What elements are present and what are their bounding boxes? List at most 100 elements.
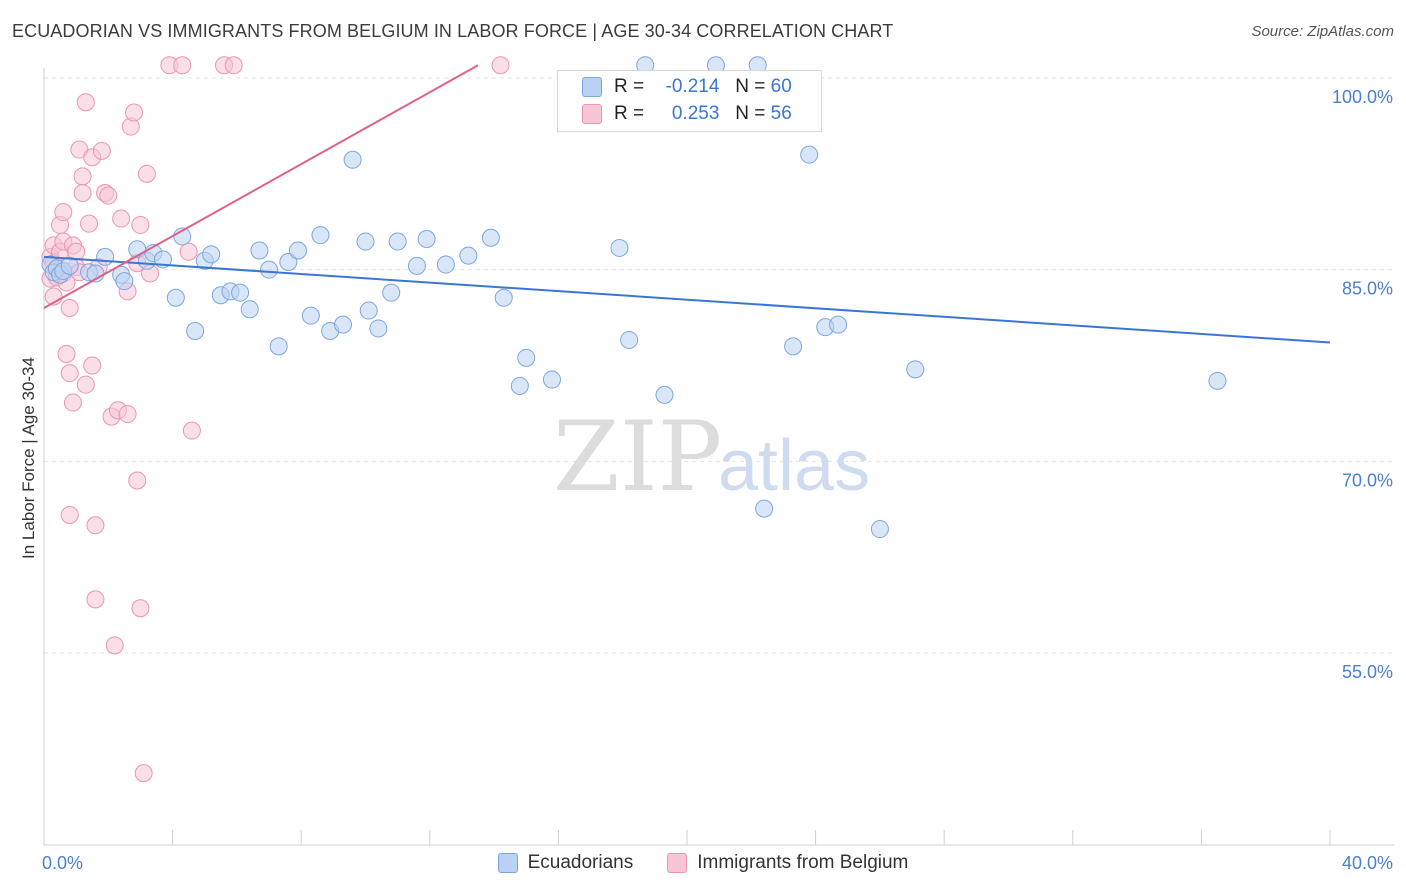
legend-n-value: 60 xyxy=(770,76,792,97)
ecuadorian-point xyxy=(311,226,330,245)
ecuadorian-point xyxy=(829,315,848,334)
ecuadorian-point xyxy=(96,247,115,266)
ecuadorian-point xyxy=(260,260,279,279)
belgium-point xyxy=(92,141,111,160)
source-credit: Source: ZipAtlas.com xyxy=(1251,23,1394,40)
belgium-point xyxy=(63,393,82,412)
legend-swatch-blue xyxy=(497,853,518,873)
ecuadorian-point xyxy=(388,232,407,251)
belgium-point xyxy=(125,103,144,122)
ecuadorian-point xyxy=(517,348,536,367)
y-tick-label: 85.0% xyxy=(1342,279,1393,299)
trend-lines xyxy=(43,64,1331,344)
ecuadorian-point xyxy=(436,255,455,274)
belgium-point xyxy=(128,471,147,490)
belgium-point xyxy=(83,356,102,375)
belgium-point xyxy=(134,764,153,783)
belgium-point xyxy=(137,164,156,183)
ecuadorian-point xyxy=(301,306,320,325)
x-tick-labels: 0.0% 40.0% xyxy=(42,853,1393,873)
y-tick-label: 70.0% xyxy=(1342,470,1393,490)
ecuadorian-point xyxy=(186,322,205,340)
legend-r-value: -0.214 xyxy=(665,76,720,97)
belgium-point xyxy=(224,56,243,75)
belgium-point xyxy=(54,203,73,222)
ecuadorian-point xyxy=(250,241,269,260)
ecuadorian-point xyxy=(494,288,513,307)
ecuadorian-point xyxy=(231,283,250,302)
belgium-point xyxy=(131,599,150,618)
belgium-point xyxy=(60,364,79,383)
ecuadorian-point xyxy=(359,301,378,320)
watermark-zip: ZIP xyxy=(553,401,722,513)
ecuadorian-point xyxy=(1208,371,1227,390)
ecuadorian-point xyxy=(343,150,362,169)
ecuadorian-point xyxy=(166,288,185,307)
watermark-atlas: atlas xyxy=(718,426,870,506)
ecuadorian-point xyxy=(755,499,774,518)
ecuadorian-point xyxy=(269,337,288,356)
belgium-point xyxy=(73,167,92,186)
legend-item-belgium[interactable]: Immigrants from Belgium xyxy=(667,852,908,874)
ecuadorian-point xyxy=(279,253,298,271)
belgium-point xyxy=(86,516,105,535)
x-tick-label: 0.0% xyxy=(42,853,83,873)
ecuadorian-point xyxy=(784,337,803,356)
belgium-point xyxy=(60,506,79,524)
ecuadorian-point xyxy=(870,520,889,539)
ecuadorian-point xyxy=(542,370,561,389)
ecuadorian-point xyxy=(417,230,436,248)
ecuadorian-point xyxy=(60,256,79,275)
belgium-point xyxy=(131,215,150,234)
x-tick-label: 40.0% xyxy=(1342,853,1393,873)
belgium-point xyxy=(182,421,201,440)
chart-title: ECUADORIAN VS IMMIGRANTS FROM BELGIUM IN… xyxy=(12,21,894,41)
ecuadorian-point xyxy=(800,145,819,164)
legend-swatch-pink xyxy=(667,853,688,873)
belgium-point xyxy=(57,345,76,363)
ecuadorian-point xyxy=(459,246,478,265)
trend-line-ecuadorians xyxy=(43,255,1331,344)
legend-n-label: N = xyxy=(735,103,766,124)
ecuadorian-point xyxy=(407,256,426,275)
ecuadorian-point xyxy=(382,283,401,302)
legend-r-value: 0.253 xyxy=(671,103,720,124)
ecuadorian-point xyxy=(481,228,500,247)
ecuadorian-point xyxy=(333,315,352,334)
legend-item-ecuadorians[interactable]: Ecuadorians xyxy=(497,852,634,874)
watermark: ZIP atlas xyxy=(553,401,870,513)
legend-r-label: R = xyxy=(614,76,645,97)
belgium-point xyxy=(118,405,137,424)
grid-lines xyxy=(44,77,1394,654)
ecuadorian-point xyxy=(369,319,388,338)
legend-row-ecuadorians: R = -0.214 N = 60 xyxy=(582,74,792,100)
y-tick-labels: 55.0% 70.0% 85.0% 100.0% xyxy=(1332,87,1393,682)
belgium-point xyxy=(491,56,510,75)
belgium-point xyxy=(179,242,198,261)
trend-line-belgium xyxy=(43,64,479,309)
legend-label-ecuadorians: Ecuadorians xyxy=(527,852,634,873)
ecuadorian-point xyxy=(906,360,925,379)
ecuadorian-point xyxy=(610,238,629,257)
belgium-point xyxy=(76,93,95,112)
ecuadorian-point xyxy=(655,385,674,404)
y-tick-label: 100.0% xyxy=(1332,87,1393,107)
legend-row-belgium: R = 0.253 N = 56 xyxy=(582,101,792,127)
belgium-point xyxy=(112,209,131,228)
legend-swatch-pink xyxy=(582,104,602,124)
legend-r-label: R = xyxy=(614,103,645,124)
legend-swatch-blue xyxy=(582,77,602,97)
belgium-point xyxy=(105,636,124,655)
belgium-point xyxy=(86,590,105,609)
belgium-point xyxy=(73,184,92,202)
y-axis-label: In Labor Force | Age 30-34 xyxy=(19,357,38,559)
legend-n-label: N = xyxy=(735,76,766,97)
ecuadorian-point xyxy=(510,376,529,395)
belgium-point xyxy=(99,186,118,205)
series-belgium-points xyxy=(41,56,510,783)
legend-label-belgium: Immigrants from Belgium xyxy=(697,852,909,873)
ecuadorian-point xyxy=(356,232,375,251)
ecuadorian-point xyxy=(240,300,259,319)
ecuadorian-point xyxy=(288,241,307,260)
